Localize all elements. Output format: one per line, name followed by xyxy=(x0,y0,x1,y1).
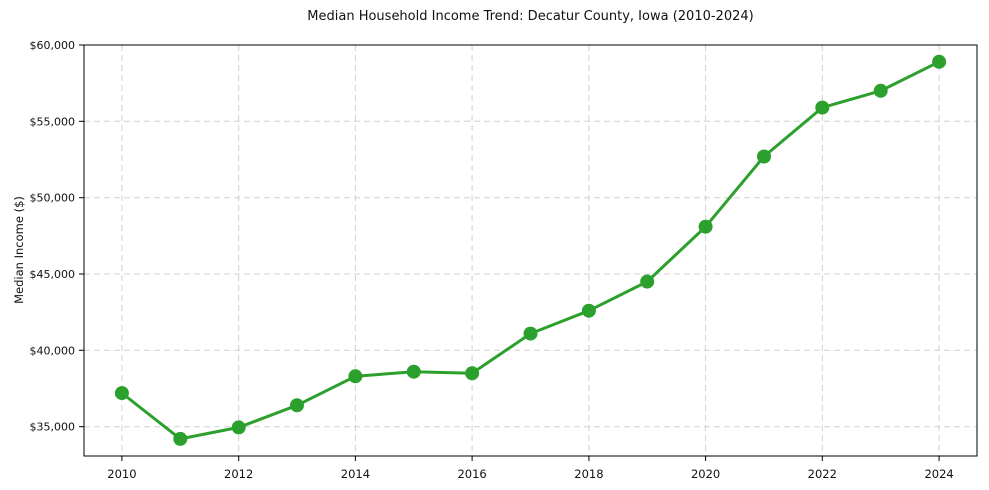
data-point-2021 xyxy=(757,149,771,164)
data-point-2010 xyxy=(114,386,129,401)
x-tick-label: 2014 xyxy=(341,467,370,481)
data-point-2013 xyxy=(290,398,304,413)
y-tick-label: $35,000 xyxy=(30,421,76,434)
y-tick-label: $60,000 xyxy=(30,39,76,52)
y-tick-label: $50,000 xyxy=(30,192,76,205)
x-tick-label: 2012 xyxy=(224,467,253,481)
data-point-2015 xyxy=(406,364,421,379)
y-tick-label: $55,000 xyxy=(30,115,76,128)
plot-frame xyxy=(83,44,978,457)
data-point-2024 xyxy=(932,54,947,69)
x-tick-label: 2016 xyxy=(457,467,486,481)
data-point-2016 xyxy=(465,366,480,381)
x-tick-label: 2020 xyxy=(691,467,720,481)
x-tick-label: 2018 xyxy=(574,467,603,481)
x-tick-label: 2010 xyxy=(107,467,136,481)
data-point-2011 xyxy=(173,431,188,446)
data-point-2017 xyxy=(523,326,538,341)
data-point-2023 xyxy=(873,83,888,98)
trend-line xyxy=(120,60,941,441)
chart-title: Median Household Income Trend: Decatur C… xyxy=(307,9,754,24)
data-point-2022 xyxy=(815,100,830,115)
x-tick-label: 2024 xyxy=(924,467,953,481)
data-point-2018 xyxy=(581,303,596,318)
data-point-2020 xyxy=(698,219,713,234)
x-tick-label: 2022 xyxy=(808,467,837,481)
y-tick-label: $40,000 xyxy=(30,344,76,357)
data-point-2019 xyxy=(640,274,655,289)
y-tick-label: $45,000 xyxy=(30,268,76,281)
data-point-2012 xyxy=(231,420,246,435)
data-point-2014 xyxy=(348,369,363,384)
